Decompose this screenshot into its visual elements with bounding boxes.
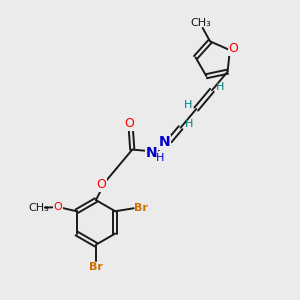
Text: O: O [53,202,62,212]
Text: O: O [124,117,134,130]
Text: H: H [156,153,164,163]
Text: Br: Br [89,262,103,272]
Text: N: N [158,135,170,149]
Text: H: H [185,119,193,129]
Text: CH₃: CH₃ [191,18,212,28]
Text: N: N [146,146,157,160]
Text: CH₃: CH₃ [28,203,49,213]
Text: Br: Br [134,203,148,213]
Text: O: O [229,42,238,55]
Text: H: H [184,100,192,110]
Text: O: O [96,178,106,191]
Text: H: H [216,82,224,92]
